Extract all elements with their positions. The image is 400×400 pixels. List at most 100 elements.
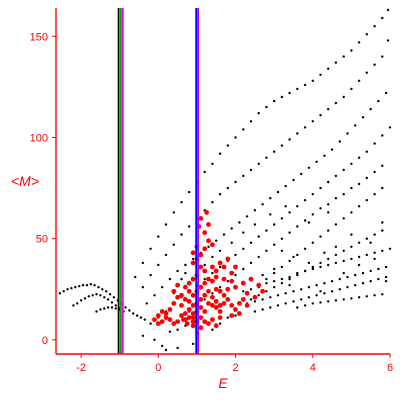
- data-point: [240, 297, 246, 302]
- data-point: [218, 322, 222, 325]
- x-tick-label: 2: [232, 362, 238, 374]
- data-point: [91, 294, 94, 297]
- data-point: [334, 174, 338, 178]
- data-point: [206, 238, 211, 244]
- data-point: [106, 306, 110, 309]
- data-point: [319, 73, 322, 77]
- data-point: [186, 315, 192, 320]
- data-point: [95, 293, 98, 296]
- data-point: [211, 328, 214, 331]
- data-point: [296, 273, 299, 277]
- data-point: [280, 282, 284, 285]
- data-point: [357, 156, 361, 159]
- data-point: [307, 296, 311, 299]
- data-point: [222, 233, 226, 236]
- data-point: [218, 249, 222, 252]
- data-point: [323, 282, 326, 285]
- data-point: [206, 321, 211, 326]
- data-point: [233, 284, 238, 290]
- data-point: [242, 231, 245, 234]
- data-point: [135, 314, 139, 317]
- data-point: [311, 120, 314, 123]
- data-point: [179, 292, 184, 298]
- data-point: [276, 190, 280, 194]
- data-point: [342, 95, 345, 99]
- data-point: [303, 83, 307, 87]
- data-point: [319, 261, 322, 265]
- data-point: [296, 306, 299, 309]
- data-point: [265, 105, 268, 109]
- data-point: [176, 346, 179, 350]
- data-point: [357, 241, 361, 244]
- data-point: [381, 164, 384, 167]
- data-point: [226, 280, 229, 283]
- data-point: [311, 79, 314, 83]
- data-point: [229, 278, 235, 284]
- data-point: [350, 186, 353, 190]
- x-tick-label: 0: [155, 362, 161, 374]
- vertical-lines-layer: [117, 8, 200, 354]
- data-point: [369, 280, 372, 283]
- data-point: [319, 207, 322, 210]
- data-point: [354, 284, 357, 287]
- data-point: [198, 264, 204, 270]
- axes-layer: [55, 8, 390, 355]
- data-point: [249, 298, 253, 301]
- data-point: [242, 174, 245, 178]
- data-point: [292, 290, 295, 293]
- data-point: [134, 275, 137, 279]
- data-point: [373, 142, 376, 145]
- data-point: [230, 227, 233, 230]
- data-point: [167, 317, 173, 322]
- data-point: [206, 276, 211, 282]
- data-point: [265, 156, 268, 159]
- data-point: [211, 162, 214, 165]
- data-point: [261, 203, 264, 206]
- data-point: [300, 172, 303, 176]
- data-point: [373, 294, 376, 297]
- data-point: [350, 162, 353, 165]
- data-point: [284, 205, 287, 208]
- data-point: [354, 273, 357, 277]
- data-point: [183, 284, 188, 290]
- data-point: [226, 144, 229, 147]
- data-point: [157, 235, 160, 238]
- data-point: [143, 318, 146, 321]
- data-point: [265, 282, 268, 285]
- data-point: [83, 297, 87, 300]
- data-point: [74, 286, 77, 289]
- data-point: [292, 300, 295, 303]
- data-point: [365, 253, 368, 257]
- data-point: [210, 264, 215, 270]
- data-point: [211, 271, 214, 275]
- data-point: [188, 190, 191, 194]
- data-point: [234, 314, 237, 317]
- data-point: [97, 286, 100, 289]
- data-point: [105, 290, 108, 293]
- data-point: [202, 309, 208, 314]
- data-point: [172, 243, 175, 246]
- data-point: [269, 197, 272, 200]
- data-point: [179, 303, 184, 308]
- data-point: [357, 79, 361, 83]
- data-point: [373, 193, 376, 196]
- data-point: [176, 328, 179, 331]
- data-point: [338, 277, 341, 281]
- data-point: [280, 217, 284, 220]
- data-point: [338, 140, 341, 143]
- data-point: [373, 25, 376, 28]
- data-point: [95, 310, 98, 313]
- data-point: [81, 284, 85, 287]
- data-point: [388, 247, 392, 250]
- data-point: [315, 284, 318, 287]
- data-point: [330, 280, 334, 283]
- data-point: [164, 223, 168, 226]
- data-point: [365, 199, 368, 202]
- x-axis-title: E: [218, 375, 228, 391]
- data-point: [225, 297, 231, 302]
- data-point: [215, 239, 218, 242]
- data-point: [159, 309, 165, 314]
- data-point: [249, 288, 253, 291]
- data-point: [296, 253, 299, 257]
- data-point: [311, 302, 314, 305]
